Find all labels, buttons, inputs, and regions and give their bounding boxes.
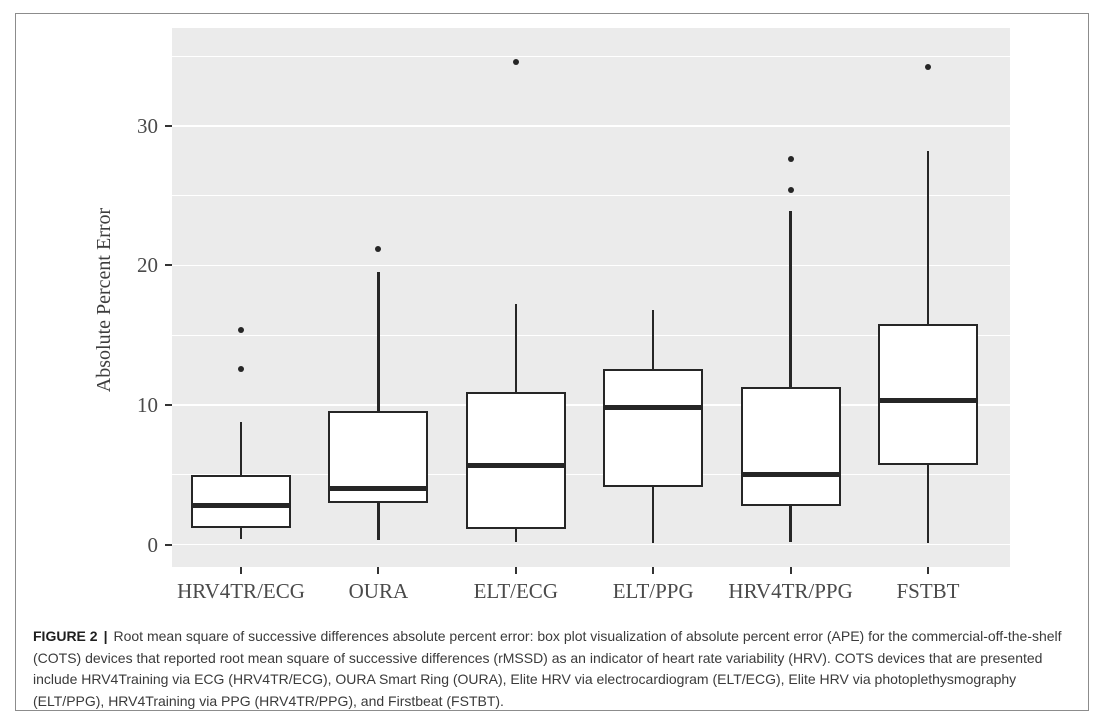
x-tick-mark: [789, 567, 792, 574]
x-tick-label-oura: OURA: [348, 579, 409, 603]
x-tick-label-elt-ppg: ELT/PPG: [612, 579, 694, 603]
y-gridline-major: [172, 404, 1010, 406]
x-tick-mark: [652, 567, 655, 574]
x-tick-mark: [514, 567, 517, 574]
median-line-fstbt: [878, 398, 978, 404]
box-fstbt: [878, 324, 978, 466]
x-tick-mark: [377, 567, 380, 574]
median-line-oura: [328, 486, 429, 492]
outlier-point-elt-ecg: [512, 58, 519, 65]
y-tick-label: 0: [147, 532, 159, 557]
box-hrv4tr-ecg: [191, 474, 291, 528]
box-elt-ppg: [603, 368, 704, 488]
median-line-hrv4tr-ecg: [191, 503, 291, 509]
median-line-elt-ecg: [465, 462, 566, 468]
y-gridline-minor: [172, 55, 1010, 57]
box-elt-ecg: [465, 392, 566, 530]
outlier-point-hrv4tr-ecg: [238, 365, 244, 372]
y-tick-mark: [165, 543, 172, 546]
x-tick-label-fstbt: FSTBT: [896, 579, 960, 603]
median-line-hrv4tr-ppg: [740, 472, 841, 478]
outlier-point-hrv4tr-ppg: [787, 186, 794, 193]
whisker-line-hrv4tr-ppg: [789, 210, 792, 542]
x-tick-mark: [240, 567, 242, 574]
y-gridline-minor: [172, 474, 1010, 476]
y-gridline-major: [172, 543, 1010, 546]
outlier-point-hrv4tr-ecg: [238, 326, 244, 333]
y-tick-mark: [165, 404, 172, 407]
whisker-line-oura: [377, 272, 380, 541]
x-tick-label-elt-ecg: ELT/ECG: [473, 579, 558, 603]
figure-caption-label: FIGURE 2: [33, 628, 98, 644]
figure-caption-text: Root mean square of successive differenc…: [33, 628, 1062, 709]
figure-caption: FIGURE 2 | Root mean square of successive …: [33, 626, 1079, 712]
y-tick-label: 10: [137, 393, 158, 418]
y-tick-label: 30: [137, 113, 158, 138]
y-gridline-major: [172, 264, 1010, 267]
outlier-point-fstbt: [925, 64, 931, 71]
median-line-elt-ppg: [603, 405, 704, 411]
figure-border: [15, 13, 1089, 711]
x-tick-label-hrv4tr-ppg: HRV4TR/PPG: [728, 579, 853, 603]
x-tick-mark: [927, 567, 929, 574]
figure-caption-separator: |: [103, 628, 108, 644]
outlier-point-oura: [375, 245, 382, 252]
plot-panel: [172, 28, 1010, 567]
x-tick-label-hrv4tr-ecg: HRV4TR/ECG: [177, 579, 305, 603]
y-tick-mark: [165, 264, 172, 267]
y-gridline-major: [172, 124, 1010, 127]
y-gridline-minor: [172, 334, 1010, 336]
box-hrv4tr-ppg: [740, 386, 841, 506]
y-tick-mark: [165, 124, 172, 127]
outlier-point-hrv4tr-ppg: [787, 156, 794, 163]
y-tick-label: 20: [137, 253, 158, 278]
y-gridline-minor: [172, 195, 1010, 196]
